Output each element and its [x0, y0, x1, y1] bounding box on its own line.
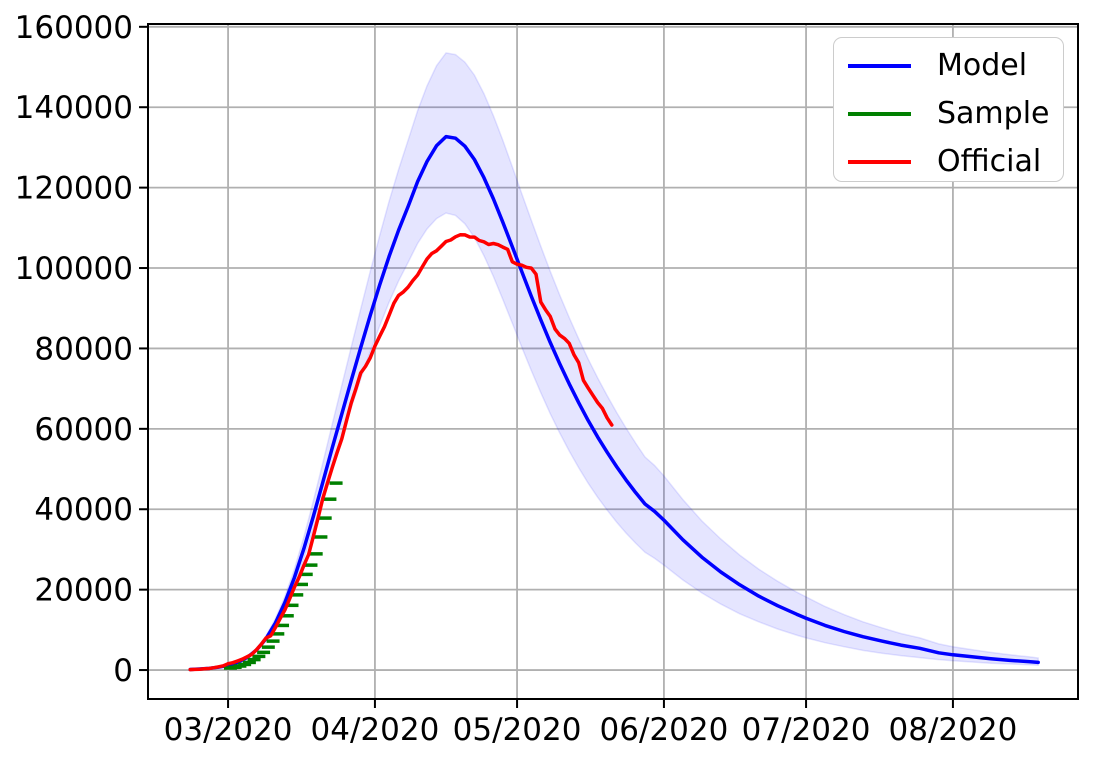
legend-label-model: Model: [937, 48, 1028, 83]
y-tick-label: 40000: [34, 492, 133, 528]
legend-item-official: Official: [834, 138, 1063, 186]
sample-line-swatch: [848, 112, 911, 116]
legend-item-sample: Sample: [834, 90, 1063, 138]
y-tick-label: 20000: [34, 573, 133, 609]
x-tick-label: 05/2020: [453, 712, 582, 748]
model-line-swatch: [848, 64, 911, 68]
model-line: [188, 134, 1040, 672]
official-line: [188, 233, 614, 672]
legend: Model Sample Official: [833, 37, 1064, 182]
legend-label-official: Official: [937, 144, 1042, 179]
legend-label-sample: Sample: [937, 96, 1050, 131]
x-tick-label: 06/2020: [600, 712, 729, 748]
y-tick-label: 100000: [15, 251, 133, 287]
y-tick-label: 140000: [15, 90, 133, 126]
x-tick-label: 03/2020: [164, 712, 293, 748]
axes-spines: [147, 23, 1079, 700]
x-tick-label: 04/2020: [311, 712, 440, 748]
confidence-band: [189, 52, 1039, 671]
y-tick-label: 120000: [15, 171, 133, 207]
x-tick-label: 07/2020: [742, 712, 871, 748]
y-tick-label: 60000: [34, 412, 133, 448]
y-tick-label: 80000: [34, 331, 133, 367]
x-tick-label: 08/2020: [889, 712, 1018, 748]
official-line-swatch: [848, 160, 911, 164]
y-tick-label: 160000: [15, 10, 133, 46]
legend-item-model: Model: [834, 42, 1063, 90]
y-tick-label: 0: [113, 653, 133, 689]
